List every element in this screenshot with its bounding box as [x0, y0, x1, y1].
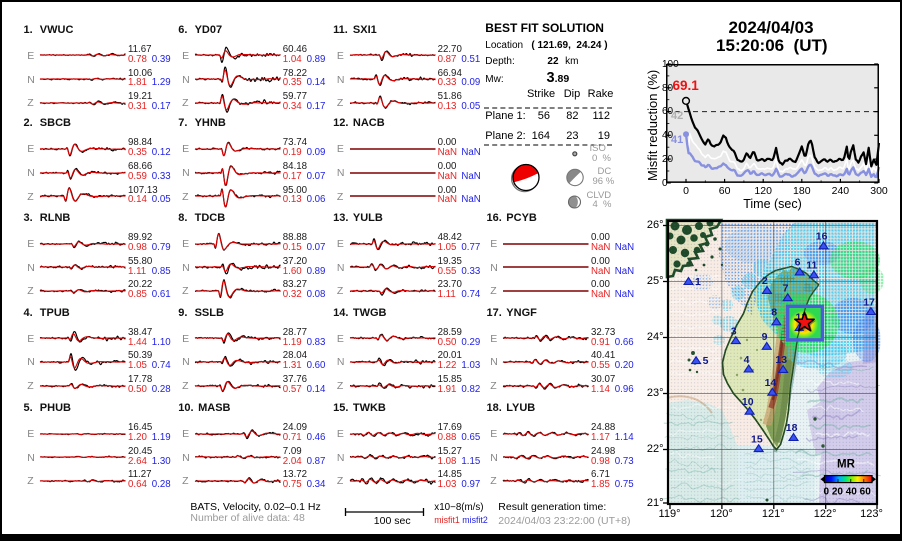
svg-text:2: 2 — [761, 275, 767, 287]
svg-text:14: 14 — [764, 377, 776, 389]
svg-text:MR: MR — [837, 458, 856, 470]
svg-text:6: 6 — [794, 256, 800, 268]
svg-text:15: 15 — [751, 433, 763, 445]
svg-text:4: 4 — [743, 353, 749, 365]
svg-text:3: 3 — [730, 325, 736, 337]
svg-text:11: 11 — [806, 259, 817, 271]
svg-text:7: 7 — [782, 282, 788, 294]
svg-text:12: 12 — [795, 311, 807, 323]
svg-text:8: 8 — [771, 306, 777, 318]
svg-text:18: 18 — [785, 422, 797, 434]
svg-text:9: 9 — [761, 331, 767, 343]
svg-text:10: 10 — [741, 396, 753, 408]
svg-text:0 20 40 60: 0 20 40 60 — [823, 486, 871, 497]
svg-text:13: 13 — [775, 354, 787, 366]
svg-text:5: 5 — [702, 355, 708, 367]
svg-text:16: 16 — [815, 230, 827, 242]
svg-text:17: 17 — [863, 296, 875, 308]
svg-text:1: 1 — [695, 276, 701, 288]
